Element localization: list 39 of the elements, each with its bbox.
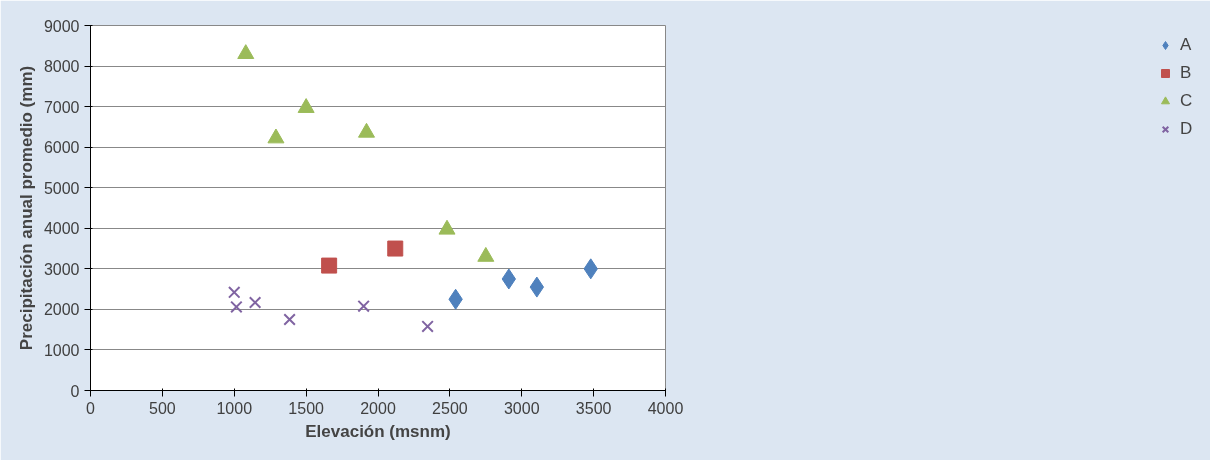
y-tick-label: 0	[70, 382, 80, 400]
point	[321, 257, 338, 274]
point	[358, 122, 375, 138]
y-tick-label: 5000	[43, 179, 80, 197]
legend-label: C	[1180, 91, 1194, 111]
legend-label: B	[1180, 63, 1193, 83]
y-tick-label: 2000	[43, 301, 80, 319]
x-tick-label: 4000	[647, 399, 684, 417]
y-tick-label: 7000	[43, 98, 80, 116]
point	[357, 299, 370, 313]
x-tick-label: 3000	[503, 399, 540, 417]
y-tick-label: 1000	[43, 341, 80, 359]
y-tick-label: 6000	[43, 139, 80, 157]
x-tick-label: 1500	[288, 399, 325, 417]
y-tick-label: 9000	[43, 17, 80, 35]
point	[297, 98, 315, 113]
point	[267, 128, 285, 144]
y-tick-label: 8000	[43, 58, 80, 76]
x-tick-label: 0	[86, 399, 96, 417]
point	[283, 313, 296, 326]
x-tick-label: 1000	[216, 399, 253, 417]
point	[227, 286, 241, 299]
x-tick-label: 2000	[360, 399, 396, 417]
y-axis-title: Precipitación anual promedio (mm)	[16, 65, 36, 351]
point	[438, 219, 456, 235]
y-tick-label: 4000	[43, 220, 80, 238]
point	[248, 296, 262, 309]
point	[387, 240, 404, 257]
point	[529, 276, 545, 298]
x-axis-title: Elevación (msnm)	[305, 421, 451, 441]
x-tick-label: 3500	[575, 399, 612, 417]
x-tick-label: 2500	[432, 399, 468, 417]
legend-label: A	[1180, 35, 1193, 55]
point	[237, 44, 255, 60]
legend-label: D	[1180, 119, 1194, 139]
point	[421, 320, 434, 333]
y-tick-label: 3000	[43, 260, 80, 278]
x-tick-label: 500	[149, 399, 176, 417]
point	[230, 300, 243, 314]
